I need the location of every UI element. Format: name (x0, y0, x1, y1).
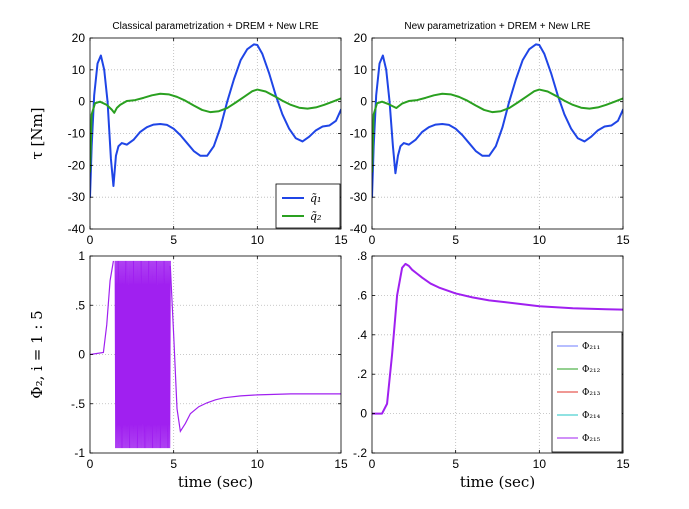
plot-area (372, 38, 623, 229)
series-group (372, 43, 623, 199)
y-tick-label: -10 (350, 127, 368, 141)
x-tick-label: 10 (251, 233, 265, 247)
series-group (90, 260, 341, 449)
x-tick-label: 0 (369, 457, 376, 471)
y-tick-label: 0 (360, 95, 367, 109)
y-tick-label: -40 (350, 222, 368, 236)
y-tick-label: 0 (78, 95, 85, 109)
x-tick-label: 5 (170, 233, 177, 247)
panel-top-left: 0 5 10 15 -40 -30 -20 -10 0 10 20 Classical paramet… (28, 21, 348, 247)
y-axis-label: τ [Nm] (28, 107, 46, 159)
x-tick-label: 10 (251, 457, 265, 471)
x-axis-label: time (sec) (178, 473, 253, 491)
y-tick-label: 0 (78, 348, 85, 362)
legend-label: q̃₁ (310, 192, 321, 205)
panel-bottom-left: 0 5 10 15 -1 -.5 0 .5 1 time (sec) Φ₂, i = 1 : 5 (28, 249, 348, 491)
x-tick-label: 15 (616, 233, 630, 247)
x-tick-label: 15 (334, 457, 348, 471)
y-tick-label: 0 (360, 407, 367, 421)
y-tick-label: -10 (68, 127, 86, 141)
y-tick-label: .6 (357, 288, 367, 302)
legend-label: Φ₂₁₃ (582, 388, 601, 398)
y-tick-label: -1 (74, 446, 85, 460)
y-tick-label: -20 (350, 158, 368, 172)
y-tick-label: -40 (68, 222, 86, 236)
y-tick-label: -30 (68, 190, 86, 204)
panel-title: New parametrization + DREM + New LRE (404, 21, 591, 32)
y-tick-label: -30 (350, 190, 368, 204)
x-tick-label: 5 (452, 457, 459, 471)
y-tick-label: .2 (357, 367, 367, 381)
x-tick-label: 15 (616, 457, 630, 471)
series-line-post (169, 265, 341, 434)
legend: Φ₂₁₁ Φ₂₁₂ Φ₂₁₃ Φ₂₁₄ Φ₂₁₅ (551, 331, 623, 453)
series-line-1 (372, 262, 623, 415)
legend-label: q̃₂ (310, 210, 321, 223)
series-line-pre (90, 260, 115, 356)
series-line-1 (372, 43, 623, 199)
y-tick-label: 20 (354, 31, 368, 45)
legend-label: Φ₂₁₁ (582, 342, 600, 352)
y-tick-label: .8 (357, 249, 367, 263)
y-tick-label: -.2 (353, 446, 367, 460)
y-tick-label: .4 (357, 328, 367, 342)
panel-top-right: 0 5 10 15 -40 -30 -20 -10 0 10 20 New parametrizati… (350, 21, 630, 247)
x-tick-label: 15 (334, 233, 348, 247)
legend-label: Φ₂₁₂ (582, 365, 601, 375)
x-tick-label: 5 (170, 457, 177, 471)
series-line-1 (90, 43, 341, 199)
y-tick-label: 10 (72, 63, 86, 77)
series-line-2 (90, 88, 341, 173)
y-tick-label: 20 (72, 31, 86, 45)
y-tick-label: -20 (68, 158, 86, 172)
legend-label: Φ₂₁₅ (582, 434, 601, 444)
y-tick-label: -.5 (71, 397, 85, 411)
axes-frame (371, 255, 624, 454)
x-tick-label: 0 (87, 233, 94, 247)
legend: q̃₁ q̃₂ (275, 183, 341, 229)
legend-label: Φ₂₁₄ (582, 411, 601, 421)
x-tick-label: 0 (87, 457, 94, 471)
y-tick-label: .5 (75, 298, 85, 312)
x-tick-label: 10 (533, 233, 547, 247)
y-tick-label: 10 (354, 63, 368, 77)
oscillation-band (114, 260, 171, 449)
series-group (372, 262, 623, 415)
x-tick-label: 10 (533, 457, 547, 471)
y-tick-label: 1 (78, 249, 85, 263)
series-group (90, 43, 341, 199)
panel-title: Classical parametrization + DREM + New L… (112, 21, 319, 32)
y-axis-label: Φ₂, i = 1 : 5 (28, 310, 46, 398)
legend-box (275, 183, 341, 229)
x-tick-label: 0 (369, 233, 376, 247)
x-axis-label: time (sec) (460, 473, 535, 491)
x-tick-label: 5 (452, 233, 459, 247)
series-line-2 (372, 88, 623, 173)
